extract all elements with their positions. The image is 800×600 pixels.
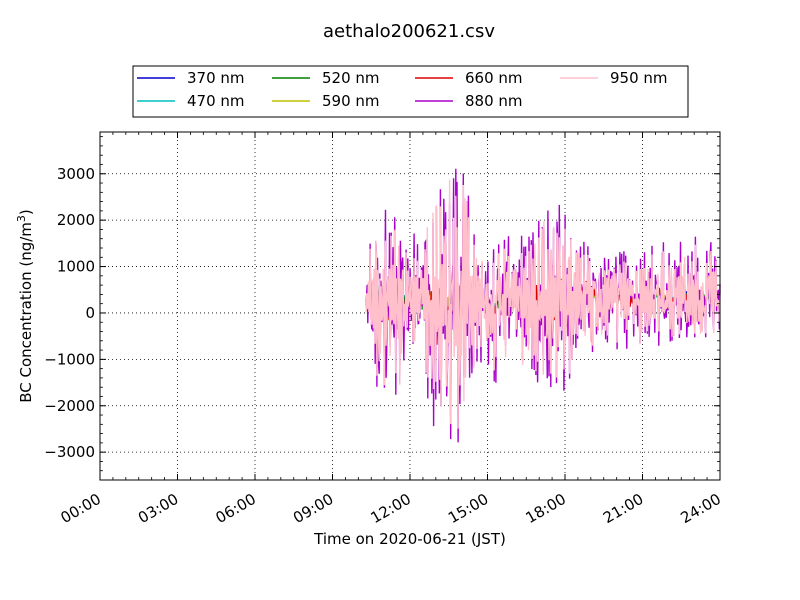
- x-axis-label: Time on 2020-06-21 (JST): [313, 530, 506, 548]
- x-tick-label: 09:00: [290, 490, 336, 527]
- x-tick-label: 00:00: [58, 490, 104, 527]
- legend-label: 880 nm: [465, 92, 523, 110]
- y-tick-labels: −3000 −2000 −1000 0 1000 2000 3000: [44, 165, 95, 461]
- series-line: [365, 179, 721, 429]
- x-tick-label: 21:00: [600, 490, 646, 527]
- legend-label: 950 nm: [610, 69, 668, 87]
- x-tick-label: 18:00: [523, 490, 569, 527]
- x-tick-label: 06:00: [213, 490, 259, 527]
- legend: 370 nm 470 nm 520 nm 590 nm 660 nm 880 nm 950 …: [132, 65, 689, 118]
- y-tick-label: 2000: [57, 211, 95, 229]
- y-tick-label: −1000: [44, 350, 95, 368]
- legend-label: 520 nm: [322, 69, 380, 87]
- legend-label: 660 nm: [465, 69, 523, 87]
- legend-label: 470 nm: [187, 92, 245, 110]
- y-tick-label: −2000: [44, 397, 95, 415]
- x-tick-label: 24:00: [678, 490, 724, 527]
- ticks: [99, 132, 721, 481]
- legend-label: 370 nm: [187, 69, 245, 87]
- x-tick-labels: 00:00 03:00 06:00 09:00 12:00 15:00 18:00 21:00…: [58, 490, 724, 527]
- y-axis-label-suffix: ): [17, 209, 35, 215]
- legend-frame: [132, 65, 689, 118]
- y-tick-label: −3000: [44, 443, 95, 461]
- y-axis-label-main: BC Concentration (ng/m: [17, 222, 35, 403]
- y-tick-label: 1000: [57, 258, 95, 276]
- legend-label: 590 nm: [322, 92, 380, 110]
- x-tick-label: 12:00: [368, 490, 414, 527]
- x-tick-label: 15:00: [445, 490, 491, 527]
- y-tick-label: 0: [85, 304, 95, 322]
- series-group: [365, 168, 721, 443]
- x-tick-label: 03:00: [135, 490, 181, 527]
- y-tick-label: 3000: [57, 165, 95, 183]
- chart-title: aethalo200621.csv: [323, 21, 495, 42]
- y-axis-label: BC Concentration (ng/m3): [15, 209, 35, 403]
- y-axis-label-superscript: 3: [15, 215, 28, 222]
